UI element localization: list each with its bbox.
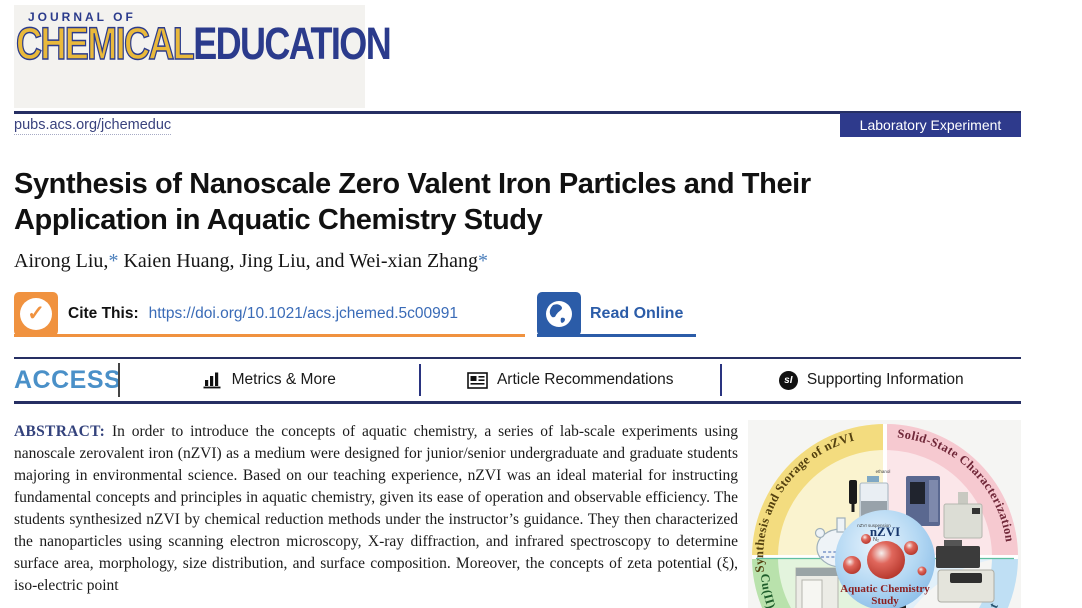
nanoparticle-sphere [861,534,871,544]
center-nzvi-label: nZVI [870,524,900,539]
cite-check-icon: ✓ [14,291,58,336]
globe-icon [537,291,581,336]
header-rule [14,111,1021,114]
wordmark-education: EDUCATION [193,18,392,69]
abstract-paragraph: ABSTRACT: In order to introduce the conc… [14,421,738,597]
cite-this-bar: ✓ Cite This: https://doi.org/10.1021/acs… [14,291,525,337]
article-type-badge: Laboratory Experiment [840,113,1021,137]
nanoparticle-sphere [843,556,861,574]
supporting-label: Supporting Information [806,371,964,388]
metrics-label: Metrics & More [231,371,336,388]
label-suspension: nZVI suspension [857,523,891,528]
abstract-heading: ABSTRACT: [14,423,106,440]
journal-logo: JOURNAL OF CHEMICALEDUCATION [14,5,392,108]
si-icon: sI [778,370,798,390]
author-names-2: Kaien Huang, Jing Liu, and Wei-xian Zhan… [118,250,479,272]
journal-url-link[interactable]: pubs.acs.org/jchemeduc [14,117,172,135]
access-metrics-bar: ACCESS Metrics & More Article Recommenda… [14,357,1021,404]
supporting-information-link[interactable]: sI Supporting Information [722,370,1022,390]
graphical-abstract-figure: Synthesis and Storage of nZVI Solid-Stat… [752,424,1018,608]
bar-chart-icon [203,372,221,389]
nanoparticle-sphere-large [867,541,905,579]
metrics-and-more-link[interactable]: Metrics & More [120,371,420,389]
read-online-label: Read Online [590,304,684,322]
corresponding-author-star-2: * [478,250,489,272]
instrument-illustrations [795,476,995,608]
wordmark-chemical: CHEMICAL [15,18,195,69]
journal-kicker: JOURNAL OF [28,10,136,24]
divider [419,364,421,396]
cite-this-label: Cite This: [68,304,139,322]
center-nzvi-circle: nZVI Aquatic Chemistry Study [835,510,935,608]
access-link[interactable]: ACCESS [14,365,122,394]
journal-wordmark: CHEMICALEDUCATION [15,18,392,69]
doi-link[interactable]: https://doi.org/10.1021/acs.jchemed.5c00… [148,304,458,322]
divider [118,363,120,397]
recommendations-label: Article Recommendations [496,371,674,388]
graphical-abstract: Synthesis and Storage of nZVI Solid-Stat… [748,420,1021,608]
label-ethanol: ethanol [876,469,891,474]
corresponding-author-star: * [108,250,119,272]
newspaper-icon [467,371,488,389]
read-online-button[interactable]: Read Online [537,291,696,337]
label-n2: N₂ [873,537,879,543]
center-study-label-2: Study [871,595,899,607]
author-list: Airong Liu,* Kaien Huang, Jing Liu, and … [14,250,488,273]
center-study-label-1: Aquatic Chemistry [840,583,930,595]
author-names-1: Airong Liu, [14,250,109,272]
nanoparticle-sphere [917,566,927,576]
abstract-body: In order to introduce the concepts of aq… [14,423,738,594]
article-recommendations-link[interactable]: Article Recommendations [421,371,721,389]
nanoparticle-sphere [904,541,918,555]
divider [720,364,722,396]
article-title: Synthesis of Nanoscale Zero Valent Iron … [14,168,811,236]
